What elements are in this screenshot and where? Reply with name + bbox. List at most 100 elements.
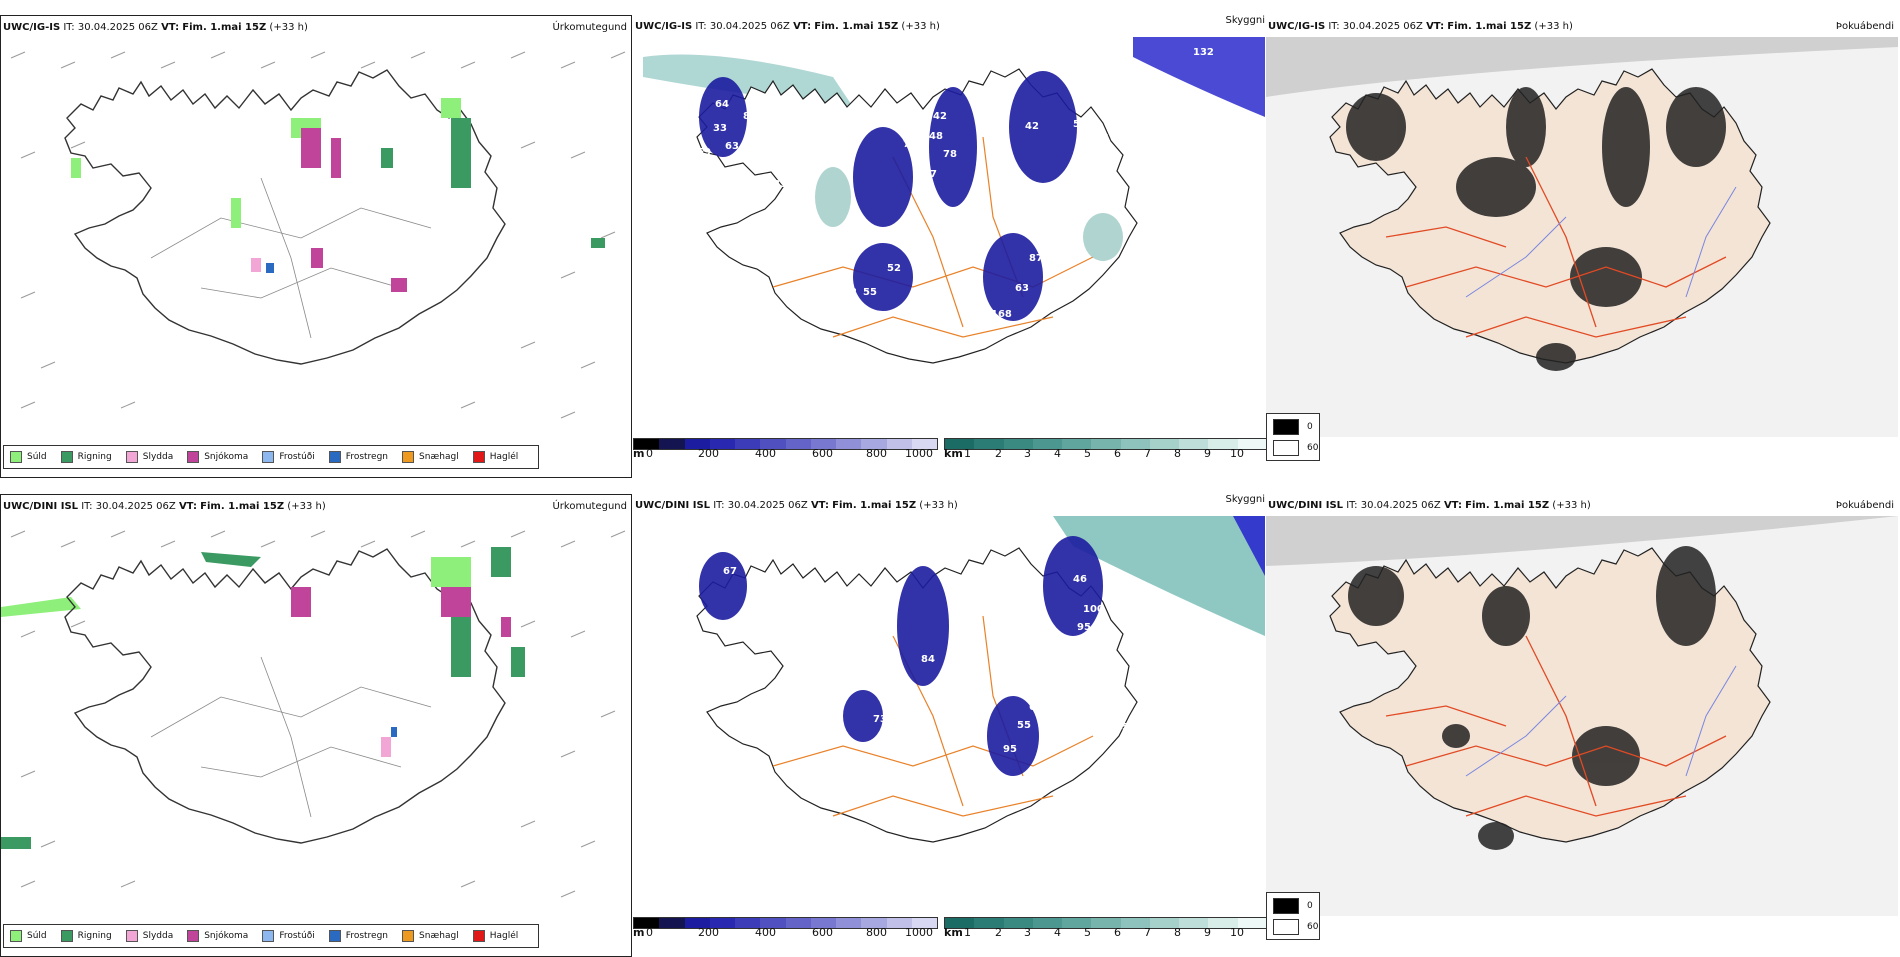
visibility-tick: 4 [1054, 926, 1061, 939]
svg-text:69: 69 [1029, 702, 1043, 713]
visibility-tick: 7 [1144, 447, 1151, 460]
visibility-tick: 3 [1024, 447, 1031, 460]
visibility-unit: km [944, 926, 963, 939]
visibility-tick: 4 [1054, 447, 1061, 460]
svg-text:95: 95 [1077, 622, 1091, 633]
visibility-tick: 2 [995, 447, 1002, 460]
svg-text:73: 73 [873, 714, 887, 725]
svg-text:63: 63 [963, 209, 977, 220]
fog-panel-row2: UWC/DINI ISL IT: 30.04.2025 06Z VT: Fim.… [1266, 494, 1898, 957]
visibility-tick: 6 [1114, 447, 1121, 460]
panel-header: UWC/DINI ISL IT: 30.04.2025 06Z VT: Fim.… [3, 501, 326, 512]
visibility-tick: 9 [1204, 926, 1211, 939]
visibility-colorbar [944, 438, 1268, 450]
svg-text:64: 64 [715, 99, 729, 110]
svg-text:120: 120 [773, 632, 794, 643]
svg-text:85: 85 [923, 207, 937, 218]
ceiling-tick: 600 [812, 447, 833, 460]
svg-text:84: 84 [921, 654, 935, 665]
panel-header: UWC/DINI ISL IT: 30.04.2025 06Z VT: Fim.… [1268, 500, 1591, 511]
visibility-tick: 6 [1114, 926, 1121, 939]
panel-title: Þokuábendi [1835, 500, 1894, 511]
svg-text:45: 45 [929, 393, 943, 404]
legend-item: Snjókoma [187, 451, 248, 463]
visibility-unit: km [944, 447, 963, 460]
svg-text:87: 87 [1029, 253, 1043, 264]
svg-text:52: 52 [843, 287, 857, 298]
svg-text:67: 67 [723, 566, 737, 577]
ceiling-unit: m [633, 447, 645, 460]
svg-text:82: 82 [1127, 141, 1141, 152]
ceiling-tick: 800 [866, 926, 887, 939]
legend-item: Frostúði [262, 930, 315, 942]
svg-text:63: 63 [1015, 283, 1029, 294]
fog-panel-row1: UWC/IG-IS IT: 30.04.2025 06Z VT: Fim. 1.… [1266, 15, 1898, 478]
legend-item: Súld [10, 930, 47, 942]
precip-panel-row1: UWC/IG-IS IT: 30.04.2025 06Z VT: Fim. 1.… [0, 15, 632, 478]
legend-item: Frostregn [328, 451, 388, 463]
svg-text:67: 67 [929, 846, 943, 857]
panel-header: UWC/IG-IS IT: 30.04.2025 06Z VT: Fim. 1.… [3, 22, 308, 33]
ceiling-tick: 800 [866, 447, 887, 460]
fog-legend-item: 0 [1273, 898, 1319, 914]
svg-text:120: 120 [1121, 580, 1142, 591]
visibility-tick: 8 [1174, 926, 1181, 939]
precip-legend: Súld Rigning Slydda Snjókoma Frostúði Fr… [3, 924, 540, 948]
panel-title: Úrkomutegund [552, 501, 627, 512]
svg-text:48: 48 [929, 131, 943, 142]
cloud-visibility-map: 132 64 84 63 59 33 81 85 42 48 79 78 67 … [643, 37, 1265, 408]
ceiling-tick: 0 [646, 926, 653, 939]
visibility-tick: 5 [1084, 926, 1091, 939]
svg-text:100: 100 [1103, 133, 1124, 144]
svg-text:88: 88 [911, 846, 925, 857]
legend-item: Haglél [472, 451, 518, 463]
svg-text:105: 105 [713, 544, 734, 555]
svg-text:95: 95 [1003, 744, 1017, 755]
visibility-colorbar [944, 917, 1268, 929]
legend-item: Rigning [60, 451, 112, 463]
svg-text:67: 67 [923, 169, 937, 180]
cloud-panel-row1: Skyggni UWC/IG-IS IT: 30.04.2025 06Z VT:… [633, 15, 1265, 478]
panel-title: Úrkomutegund [552, 22, 627, 33]
svg-text:52: 52 [887, 263, 901, 274]
panel-header: UWC/IG-IS IT: 30.04.2025 06Z VT: Fim. 1.… [635, 21, 940, 32]
precip-type-map [1, 530, 626, 898]
legend-item: Frostúði [262, 451, 315, 463]
svg-text:85: 85 [773, 179, 787, 190]
ceiling-tick: 0 [646, 447, 653, 460]
panel-header: UWC/IG-IS IT: 30.04.2025 06Z VT: Fim. 1.… [1268, 21, 1573, 32]
ceiling-tick: 1000 [905, 447, 933, 460]
svg-text:168: 168 [991, 309, 1012, 320]
visibility-tick: 10 [1230, 926, 1244, 939]
svg-text:131: 131 [939, 674, 960, 685]
svg-text:50: 50 [1073, 119, 1087, 130]
ceiling-tick: 200 [698, 447, 719, 460]
fog-legend-item: 60 [1273, 919, 1319, 935]
ceiling-tick: 400 [755, 926, 776, 939]
legend-item: Slydda [125, 930, 173, 942]
visibility-tick: 1 [964, 447, 971, 460]
ceiling-tick: 1000 [905, 926, 933, 939]
svg-text:42: 42 [933, 111, 947, 122]
visibility-tick: 9 [1204, 447, 1211, 460]
svg-text:55: 55 [863, 287, 877, 298]
fog-legend-item: 0 [1273, 419, 1319, 435]
svg-text:81: 81 [753, 129, 767, 140]
visibility-tick: 2 [995, 926, 1002, 939]
svg-text:79: 79 [903, 139, 917, 150]
panel-title: Skyggni [1225, 15, 1265, 26]
svg-text:28: 28 [1099, 626, 1113, 637]
svg-text:132: 132 [1193, 47, 1214, 58]
ceiling-tick: 400 [755, 447, 776, 460]
precip-legend: Súld Rigning Slydda Snjókoma Frostúði Fr… [3, 445, 540, 469]
visibility-tick: 3 [1024, 926, 1031, 939]
legend-item: Rigning [60, 930, 112, 942]
svg-text:100: 100 [1083, 604, 1104, 615]
svg-text:33: 33 [713, 123, 727, 134]
panel-header: UWC/DINI ISL IT: 30.04.2025 06Z VT: Fim.… [635, 500, 958, 511]
legend-item: Snjókoma [187, 930, 248, 942]
svg-text:55: 55 [1017, 720, 1031, 731]
fog-legend-item: 60 [1273, 440, 1319, 456]
ceiling-tick: 200 [698, 926, 719, 939]
svg-text:42: 42 [1025, 121, 1039, 132]
